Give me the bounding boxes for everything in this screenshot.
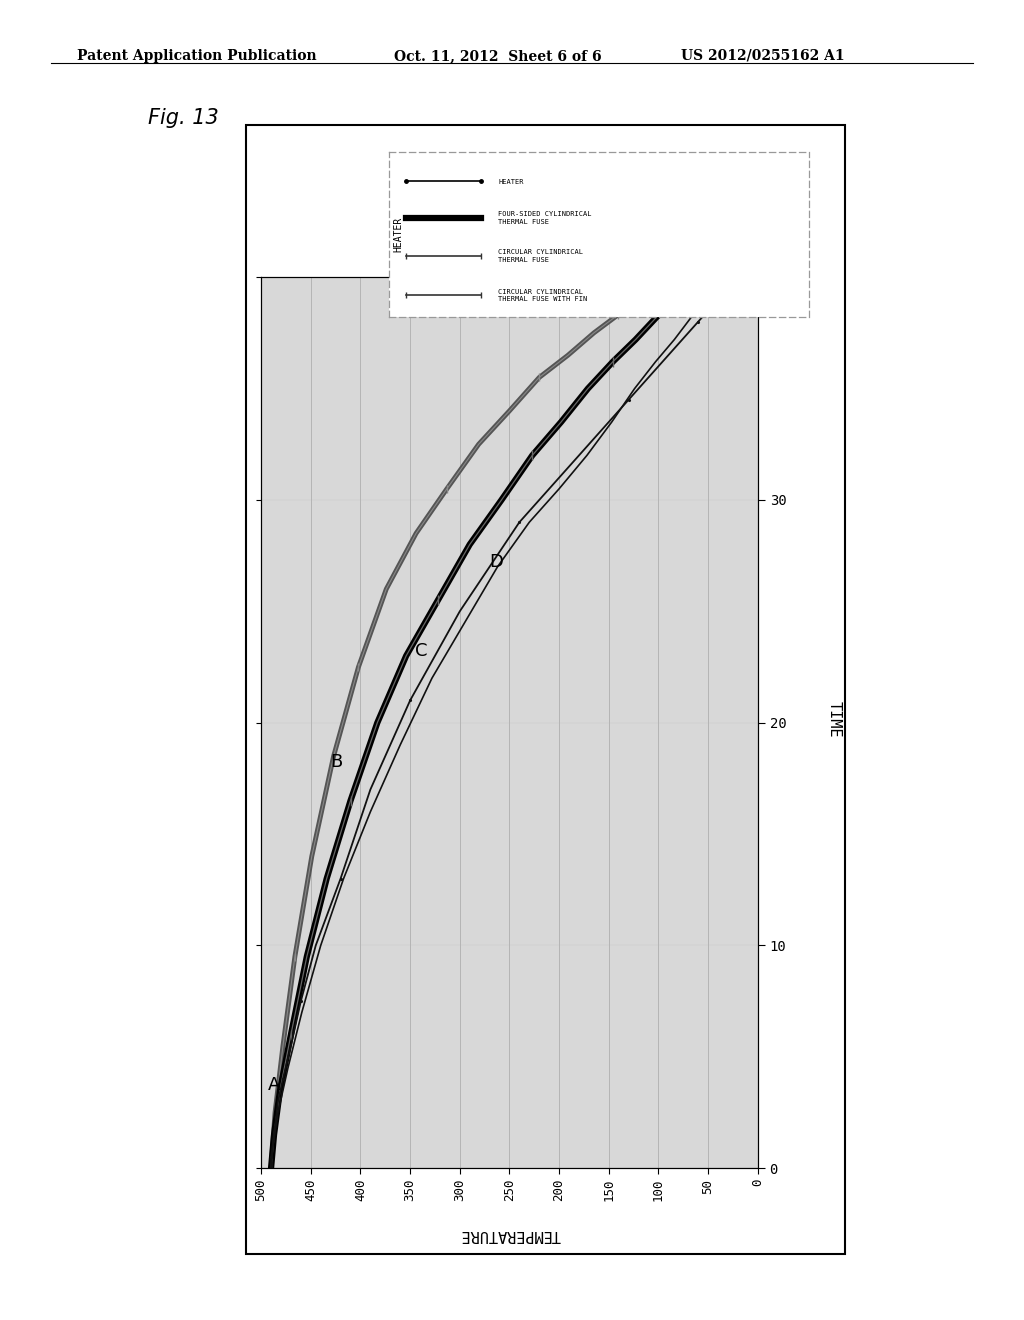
Text: CIRCULAR CYLINDRICAL
THERMAL FUSE: CIRCULAR CYLINDRICAL THERMAL FUSE (499, 249, 584, 263)
Text: CIRCULAR CYLINDRICAL
THERMAL FUSE WITH FIN: CIRCULAR CYLINDRICAL THERMAL FUSE WITH F… (499, 289, 588, 302)
Text: Patent Application Publication: Patent Application Publication (77, 49, 316, 63)
Text: US 2012/0255162 A1: US 2012/0255162 A1 (681, 49, 845, 63)
Text: B: B (331, 754, 343, 771)
Text: D: D (489, 553, 504, 570)
Text: FOUR-SIDED CYLINDRICAL
THERMAL FUSE: FOUR-SIDED CYLINDRICAL THERMAL FUSE (499, 211, 592, 224)
Text: TIME: TIME (827, 701, 842, 738)
Text: HEATER: HEATER (499, 178, 524, 185)
Text: Fig. 13: Fig. 13 (148, 108, 219, 128)
Text: A: A (268, 1076, 281, 1094)
Text: HEATER: HEATER (393, 216, 403, 252)
Text: TEMPERATURE: TEMPERATURE (460, 1226, 560, 1242)
Text: Oct. 11, 2012  Sheet 6 of 6: Oct. 11, 2012 Sheet 6 of 6 (394, 49, 602, 63)
Text: C: C (415, 642, 428, 660)
